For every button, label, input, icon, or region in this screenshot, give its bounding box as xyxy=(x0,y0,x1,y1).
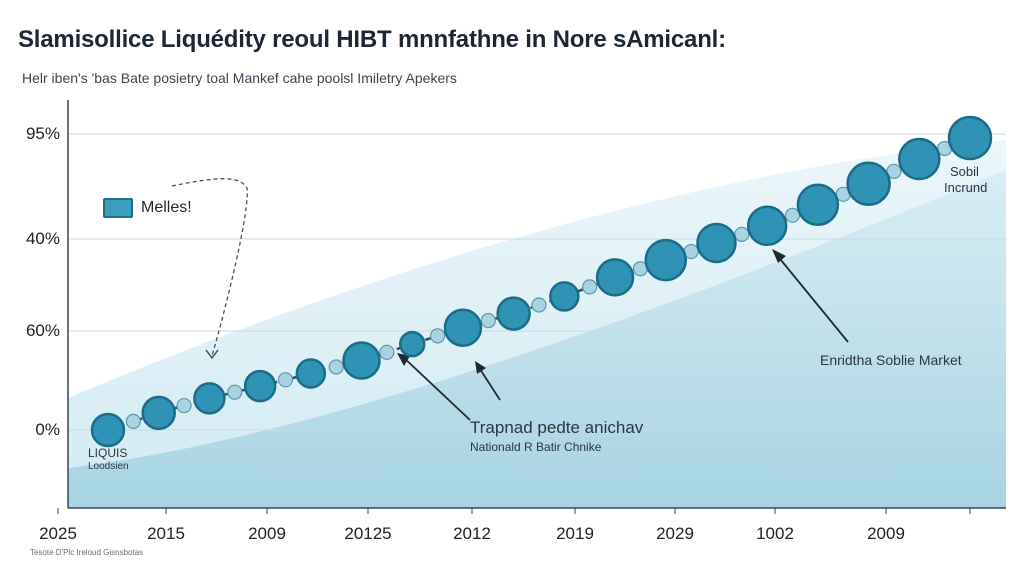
x-tick-label: 20125 xyxy=(344,524,392,543)
data-point xyxy=(898,137,941,181)
data-point xyxy=(295,358,327,389)
y-tick-label: 40% xyxy=(25,229,60,248)
chart-title: Slamisollice Liquédity reoul HIBT mnnfat… xyxy=(18,26,726,53)
annotation-top-right-line2: Incrund xyxy=(944,180,988,195)
annotation-bottom-left-line1: LIQUIS xyxy=(88,446,128,460)
area-fill xyxy=(68,170,1006,508)
chart-subtitle: Helr iben's 'bas Bate posietry toal Mank… xyxy=(22,70,457,86)
data-point xyxy=(595,258,635,297)
arrow-line xyxy=(775,253,849,343)
connector-dot xyxy=(176,397,192,414)
x-tick-label: 2025 xyxy=(39,524,77,543)
data-point xyxy=(746,205,788,247)
connector-dot xyxy=(379,344,395,360)
annotation-right-middle: Enridtha Soblie Market xyxy=(820,352,962,368)
connector-dot xyxy=(429,328,446,344)
annotation-top-right-line1: Sobil xyxy=(950,164,979,179)
footer-note: Tesote D'Plc Ireloud Gisnsbotas xyxy=(30,548,144,557)
connector-dot xyxy=(227,384,243,400)
connector-dot xyxy=(480,313,496,329)
arrowhead xyxy=(772,249,786,263)
data-point xyxy=(644,238,688,282)
x-tick-label: 2019 xyxy=(556,524,594,543)
x-tick-label: 2009 xyxy=(867,524,905,543)
connector-dot xyxy=(328,359,344,375)
x-tick-label: 2015 xyxy=(147,524,185,543)
legend-label: Melles! xyxy=(141,199,192,216)
data-point xyxy=(796,183,840,227)
data-point xyxy=(398,330,426,358)
data-point xyxy=(496,296,531,331)
data-point xyxy=(342,341,381,380)
data-point xyxy=(947,115,993,161)
y-tick-label: 0% xyxy=(35,420,60,439)
arrowhead xyxy=(397,353,410,366)
connector-dot xyxy=(734,226,750,242)
x-tick-label: 2029 xyxy=(656,524,694,543)
annotation-bottom-left-line2: Loodsien xyxy=(88,461,129,472)
legend-swatch xyxy=(103,198,133,218)
x-tick-label: 2012 xyxy=(453,524,491,543)
y-tick-label: 60% xyxy=(25,321,60,340)
x-tick-label: 2009 xyxy=(248,524,286,543)
arrowhead xyxy=(475,361,486,374)
arrow-line xyxy=(401,355,471,421)
arrow-line xyxy=(477,365,501,401)
dashed-callout xyxy=(171,178,248,357)
annotation-center-line2: Nationald R Batir Chnike xyxy=(470,440,602,454)
data-point xyxy=(443,308,483,347)
connector-dot xyxy=(582,279,598,295)
legend: Melles! xyxy=(103,198,192,218)
connector-dot xyxy=(277,372,294,388)
connector-dot xyxy=(531,297,547,313)
connector-dot xyxy=(125,413,141,430)
data-point xyxy=(141,395,176,431)
data-point xyxy=(549,281,580,312)
data-point xyxy=(90,412,126,448)
annotation-center-line1: Trapnad pedte anichav xyxy=(470,418,644,437)
data-point xyxy=(243,369,277,403)
arrowhead xyxy=(205,349,219,360)
y-tick-label: 95% xyxy=(25,124,60,143)
data-point xyxy=(696,222,737,264)
x-tick-label: 1002 xyxy=(756,524,794,543)
data-point xyxy=(193,382,226,415)
data-point xyxy=(846,161,891,207)
